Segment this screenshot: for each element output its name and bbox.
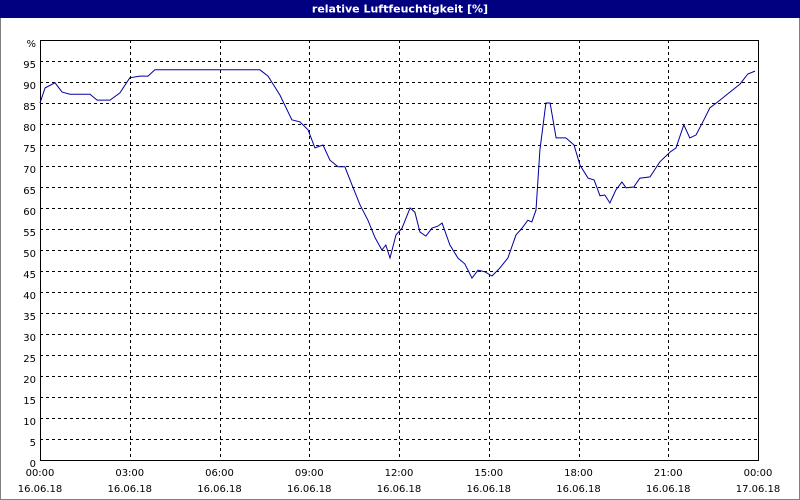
x-tick-label: 16.06.18 — [466, 484, 511, 495]
y-tick-label: 75 — [23, 144, 36, 155]
y-tick-label: 40 — [23, 291, 36, 302]
plot-border — [40, 40, 759, 461]
x-tick-label: 15:00 — [474, 468, 503, 479]
y-tick-label: 85 — [23, 102, 36, 113]
x-tick-label: 00:00 — [26, 468, 55, 479]
x-tick-label: 16.06.18 — [287, 484, 332, 495]
x-tick-label: 00:00 — [744, 468, 773, 479]
x-tick-label: 17.06.18 — [736, 484, 781, 495]
y-tick-label: 25 — [23, 354, 36, 365]
y-tick-label: 80 — [23, 123, 36, 134]
y-tick-label: 35 — [23, 312, 36, 323]
x-tick-label: 09:00 — [295, 468, 324, 479]
y-tick-label: 20 — [23, 375, 36, 386]
y-tick-label: % — [26, 39, 36, 50]
y-tick-label: 15 — [23, 396, 36, 407]
x-tick-label: 06:00 — [205, 468, 234, 479]
y-tick-label: 50 — [23, 249, 36, 260]
x-tick-label: 03:00 — [115, 468, 144, 479]
y-tick-label: 0 — [30, 459, 36, 470]
y-tick-label: 65 — [23, 186, 36, 197]
y-tick-label: 55 — [23, 228, 36, 239]
y-tick-label: 95 — [23, 60, 36, 71]
y-tick-label: 30 — [23, 333, 36, 344]
x-tick-label: 12:00 — [385, 468, 414, 479]
y-tick-label: 10 — [23, 417, 36, 428]
x-tick-label: 16.06.18 — [107, 484, 152, 495]
y-tick-label: 45 — [23, 270, 36, 281]
x-tick-label: 21:00 — [654, 468, 683, 479]
x-tick-label: 16.06.18 — [556, 484, 601, 495]
x-tick-label: 18:00 — [564, 468, 593, 479]
title-bar — [0, 0, 800, 18]
x-tick-label: 16.06.18 — [197, 484, 242, 495]
x-tick-label: 16.06.18 — [646, 484, 691, 495]
y-tick-label: 70 — [23, 165, 36, 176]
y-tick-label: 60 — [23, 207, 36, 218]
y-tick-label: 5 — [30, 438, 36, 449]
x-tick-label: 16.06.18 — [377, 484, 422, 495]
data-line — [39, 69, 756, 280]
chart-title: relative Luftfeuchtigkeit [%] — [312, 3, 488, 16]
y-tick-label: 90 — [23, 81, 36, 92]
x-tick-label: 16.06.18 — [18, 484, 63, 495]
